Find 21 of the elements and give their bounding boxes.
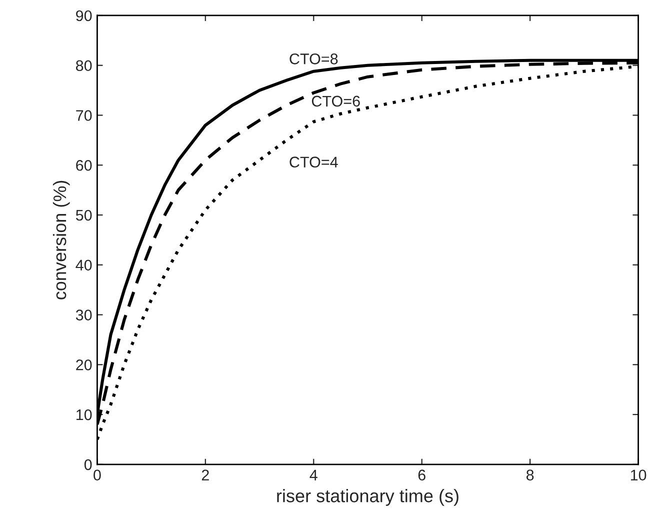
y-tick-label: 20	[76, 360, 92, 370]
y-tick-label: 40	[76, 260, 92, 271]
y-tick-label: 10	[76, 409, 92, 420]
series-label: CTO=6	[312, 96, 360, 107]
x-tick-label: 6	[418, 470, 426, 480]
y-axis-title: conversion (%)	[52, 180, 70, 300]
series-label: CTO=8	[290, 54, 338, 64]
x-axis-title: riser stationary time (s)	[277, 489, 458, 506]
y-tick-label: 60	[76, 160, 92, 171]
y-tick-label: 70	[76, 110, 92, 121]
series-label: CTO=4	[290, 156, 338, 168]
y-tick-label: 0	[84, 459, 92, 470]
x-tick-label: 4	[310, 470, 318, 480]
y-tick-label: 90	[76, 10, 92, 22]
x-tick-label: 0	[94, 470, 101, 480]
x-tick-label: 10	[630, 470, 646, 480]
x-tick-label: 2	[202, 470, 209, 480]
y-tick-label: 80	[76, 60, 92, 72]
y-tick-label: 50	[76, 210, 92, 221]
x-tick-label: 8	[526, 470, 534, 480]
y-tick-label: 30	[76, 310, 92, 320]
